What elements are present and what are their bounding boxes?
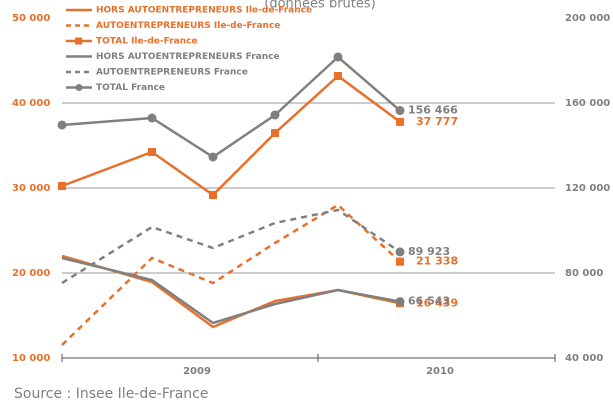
- y2-tick-label: 80 000: [565, 268, 603, 279]
- marker: [395, 247, 405, 257]
- legend-label: AUTOENTREPRENEURS France: [96, 68, 248, 78]
- value-label: 66 543: [408, 295, 450, 308]
- y2-tick-label: 200 000: [565, 13, 610, 24]
- legend-label: TOTAL France: [96, 83, 165, 93]
- marker: [396, 257, 404, 266]
- x-group-label: 2009: [183, 366, 211, 377]
- y2-tick-label: 120 000: [565, 183, 610, 194]
- marker: [270, 110, 280, 120]
- marker: [148, 148, 156, 157]
- series-line: [61, 203, 401, 346]
- x-group-label: 2010: [426, 366, 454, 377]
- series-line: [61, 256, 401, 325]
- y2-tick-label: 40 000: [565, 353, 603, 364]
- source: Source : Insee Ile-de-France: [14, 386, 208, 402]
- marker: [395, 297, 405, 307]
- marker: [209, 191, 217, 200]
- marker: [395, 106, 405, 116]
- legend-label: HORS AUTOENTREPRENEURS France: [96, 52, 280, 62]
- value-label: 21 338: [416, 255, 458, 268]
- chart-subtitle: (données brutes): [264, 0, 375, 12]
- legend-marker: [75, 37, 82, 45]
- marker: [333, 52, 343, 62]
- marker: [58, 182, 66, 191]
- legend-label: HORS AUTOENTREPRENEURS Ile-de-France: [96, 6, 312, 16]
- y-tick-label: 50 000: [12, 13, 50, 24]
- legend-label: AUTOENTREPRENEURS Ile-de-France: [96, 21, 280, 31]
- y-tick-label: 10 000: [12, 353, 50, 364]
- series-line: [61, 55, 401, 159]
- marker: [271, 129, 279, 138]
- marker: [208, 152, 218, 162]
- marker: [334, 72, 342, 81]
- value-label: 16 439: [416, 296, 458, 309]
- y-tick-label: 40 000: [12, 98, 50, 109]
- legend-label: TOTAL Ile-de-France: [96, 37, 198, 47]
- series-line: [61, 208, 401, 285]
- legend-marker: [75, 84, 83, 91]
- value-label: 89 923: [408, 245, 450, 258]
- y-tick-label: 20 000: [12, 268, 50, 279]
- y-tick-label: 30 000: [12, 183, 50, 194]
- series-line: [61, 74, 401, 197]
- marker: [57, 120, 67, 130]
- value-label: 37 777: [416, 115, 458, 128]
- value-label: 156 466: [408, 104, 458, 117]
- marker: [396, 117, 404, 126]
- y2-tick-label: 160 000: [565, 98, 610, 109]
- marker: [147, 113, 157, 123]
